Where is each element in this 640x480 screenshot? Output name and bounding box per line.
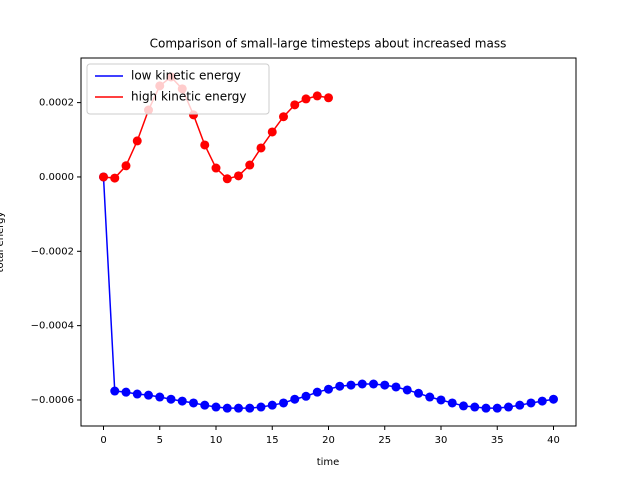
- marker: [369, 379, 378, 389]
- marker: [312, 91, 322, 101]
- marker: [481, 403, 491, 413]
- marker: [402, 385, 412, 395]
- x-tick-label: 10: [210, 435, 223, 446]
- legend-label: low kinetic energy: [131, 69, 241, 83]
- marker: [380, 380, 390, 390]
- marker: [357, 379, 367, 389]
- marker: [346, 380, 356, 390]
- legend-label: high kinetic energy: [131, 90, 247, 104]
- marker: [200, 140, 210, 150]
- marker: [492, 403, 502, 413]
- marker: [211, 163, 221, 173]
- y-tick-label: −0.0006: [31, 395, 74, 406]
- marker: [245, 403, 255, 413]
- marker: [504, 402, 513, 412]
- marker: [470, 402, 480, 412]
- marker: [234, 403, 243, 413]
- x-tick-label: 5: [157, 435, 163, 446]
- marker: [324, 93, 333, 103]
- marker: [425, 392, 435, 402]
- marker: [515, 400, 525, 410]
- axes-frame: [80, 57, 577, 427]
- marker: [155, 392, 165, 402]
- marker: [132, 136, 142, 146]
- marker: [279, 398, 288, 408]
- marker: [301, 94, 311, 104]
- marker: [436, 395, 446, 405]
- marker: [459, 401, 468, 411]
- marker: [200, 400, 210, 410]
- y-tick-label: 0.0000: [39, 172, 74, 183]
- x-tick-label: 40: [547, 435, 560, 446]
- marker: [312, 387, 322, 397]
- x-tick-label: 0: [100, 435, 106, 446]
- marker: [391, 382, 401, 392]
- marker: [549, 394, 558, 404]
- marker: [267, 400, 277, 410]
- y-tick-label: 0.0002: [39, 98, 74, 109]
- marker: [324, 384, 333, 394]
- marker: [290, 394, 300, 404]
- marker: [222, 403, 232, 413]
- marker: [414, 388, 423, 398]
- marker: [177, 396, 187, 406]
- x-tick-label: 35: [491, 435, 504, 446]
- marker: [110, 386, 120, 396]
- x-tick-label: 20: [322, 435, 335, 446]
- marker: [144, 390, 153, 400]
- x-tick-label: 15: [266, 435, 279, 446]
- marker: [189, 398, 198, 408]
- marker: [211, 402, 221, 412]
- marker: [290, 100, 300, 110]
- marker: [132, 389, 142, 399]
- marker: [526, 398, 536, 408]
- marker: [245, 160, 255, 170]
- marker: [267, 127, 277, 137]
- marker: [110, 173, 120, 183]
- marker: [166, 394, 176, 404]
- marker: [256, 143, 266, 153]
- y-tick-label: −0.0004: [31, 321, 74, 332]
- legend-box: [86, 63, 270, 115]
- marker: [537, 396, 547, 406]
- y-tick-label: −0.0002: [31, 246, 74, 257]
- marker: [121, 161, 131, 171]
- chart-title: Comparison of small-large timesteps abou…: [150, 37, 507, 51]
- marker: [447, 398, 457, 408]
- marker: [121, 387, 131, 397]
- y-axis-label: total energy: [0, 211, 6, 272]
- marker: [222, 174, 232, 184]
- x-axis-label: time: [317, 457, 340, 468]
- x-tick-label: 30: [435, 435, 448, 446]
- marker: [279, 112, 288, 122]
- marker: [301, 391, 311, 401]
- marker: [99, 172, 108, 182]
- marker: [335, 381, 345, 391]
- marker: [256, 402, 266, 412]
- marker: [234, 171, 243, 181]
- x-tick-label: 25: [378, 435, 391, 446]
